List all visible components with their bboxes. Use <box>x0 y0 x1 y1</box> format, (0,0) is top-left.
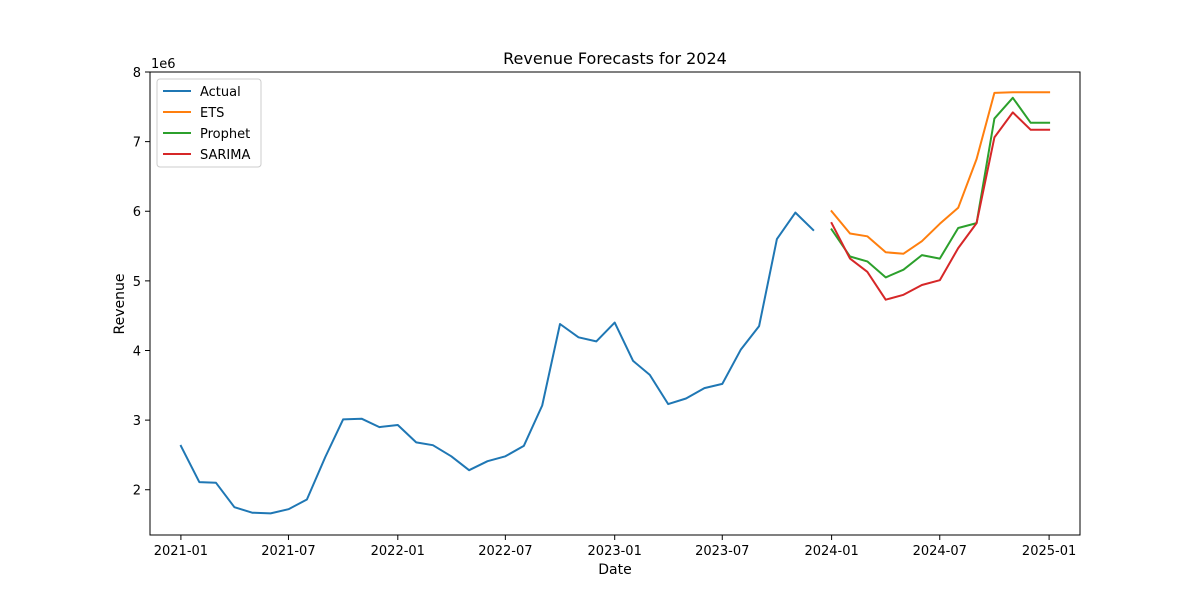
y-tick-label: 6 <box>133 205 141 220</box>
x-tick-label: 2023-07 <box>695 544 749 559</box>
series-line-ets <box>830 91 1051 255</box>
x-tick-label: 2021-01 <box>154 544 208 559</box>
y-tick-label: 4 <box>133 344 141 359</box>
x-tick-label: 2023-01 <box>588 544 642 559</box>
plot-series <box>179 91 1051 515</box>
series-line-prophet <box>830 96 1051 279</box>
y-axis-label: Revenue <box>112 274 128 335</box>
x-tick-label: 2022-01 <box>371 544 425 559</box>
y-tick-label: 3 <box>133 414 141 429</box>
x-axis: 2021-01 2021-07 2022-01 2022-07 2023-01 2023-… <box>154 535 1076 559</box>
legend-label-actual: Actual <box>200 85 241 100</box>
legend-box <box>156 78 262 168</box>
y-tick-label: 2 <box>133 484 141 499</box>
x-tick-label: 2024-07 <box>913 544 967 559</box>
series-line-actual <box>179 211 815 515</box>
legend-label-ets: ETS <box>200 106 224 121</box>
chart-title: Revenue Forecasts for 2024 <box>503 49 727 68</box>
x-tick-label: 2022-07 <box>478 544 532 559</box>
y-axis: 2 3 4 5 6 7 8 <box>133 66 150 499</box>
y-offset-label: 1e6 <box>151 57 176 72</box>
series-line-sarima <box>830 111 1051 301</box>
x-tick-label: 2025-01 <box>1022 544 1076 559</box>
x-tick-label: 2021-07 <box>261 544 315 559</box>
x-axis-label: Date <box>598 562 631 578</box>
legend-label-sarima: SARIMA <box>200 148 250 163</box>
legend-label-prophet: Prophet <box>200 127 250 142</box>
y-tick-label: 7 <box>133 136 141 151</box>
y-tick-label: 8 <box>133 66 141 81</box>
legend: Actual ETS Prophet SARIMA <box>156 78 262 168</box>
y-tick-label: 5 <box>133 275 141 290</box>
x-tick-label: 2024-01 <box>804 544 858 559</box>
